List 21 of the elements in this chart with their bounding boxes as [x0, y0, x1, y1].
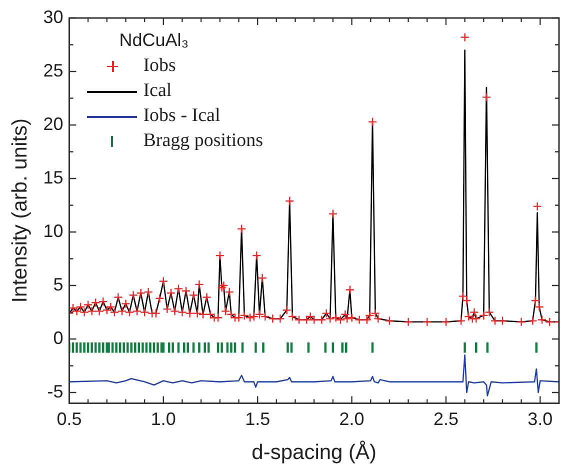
x-tick-label: 2.0 [339, 408, 364, 429]
legend-label: Ical [143, 80, 172, 102]
legend-label: Iobs [143, 54, 176, 76]
y-tick-label: 0 [53, 328, 64, 348]
legend-label: Bragg positions [143, 130, 264, 152]
x-axis-title: d-spacing (Å) [252, 440, 377, 464]
x-tick-label: 2.5 [433, 408, 458, 429]
y-tick-label: 10 [43, 220, 64, 241]
y-tick-label: 30 [43, 6, 64, 27]
x-tick-label: 1.5 [245, 408, 270, 429]
x-tick-label: 3.0 [528, 408, 553, 429]
x-tick-label: 1.0 [150, 408, 176, 429]
y-axis-title: Intensity (arb. units) [8, 118, 32, 303]
y-tick-label: 20 [43, 114, 64, 134]
legend-title: NdCuAl₃ [119, 30, 190, 51]
y-tick-label: 25 [43, 60, 64, 80]
x-tick-label: 0.5 [56, 408, 82, 429]
legend-label: Iobs - Ical [143, 104, 220, 126]
y-tick-label: 15 [43, 167, 64, 188]
y-tick-label: 5 [53, 274, 64, 294]
y-tick-label: -5 [47, 381, 64, 402]
